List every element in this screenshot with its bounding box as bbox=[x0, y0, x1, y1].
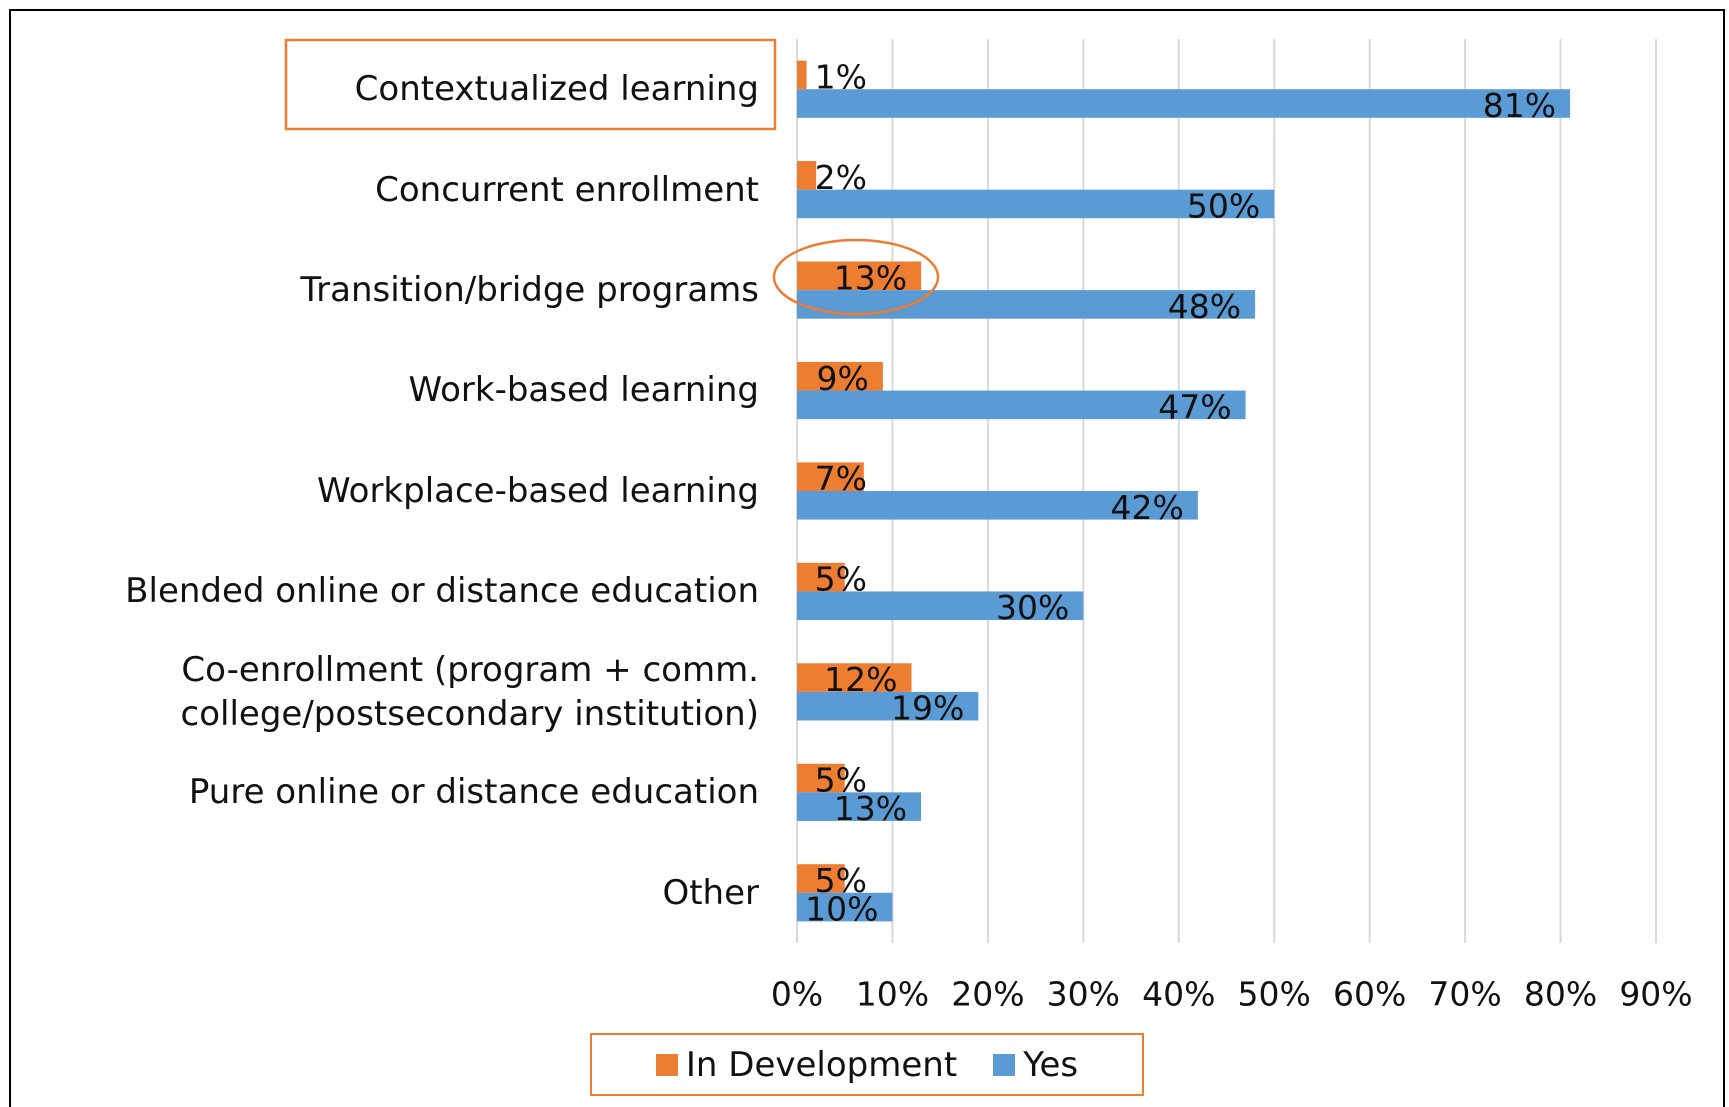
data-label: 81% bbox=[1483, 86, 1556, 125]
data-label: 50% bbox=[1187, 186, 1260, 225]
data-label: 47% bbox=[1158, 387, 1231, 426]
data-label: 13% bbox=[834, 789, 907, 828]
x-tick-label: 30% bbox=[1047, 975, 1120, 1014]
bar bbox=[797, 864, 845, 893]
data-label: 48% bbox=[1168, 287, 1241, 326]
category-label: Workplace-based learning bbox=[317, 470, 759, 511]
category-label: Concurrent enrollment bbox=[375, 169, 759, 210]
x-tick-label: 40% bbox=[1142, 975, 1215, 1014]
category-label: Contextualized learning bbox=[354, 69, 759, 110]
x-tick-label: 70% bbox=[1428, 975, 1501, 1014]
data-label: 42% bbox=[1111, 488, 1184, 527]
x-tick-label: 20% bbox=[951, 975, 1024, 1014]
bar bbox=[797, 892, 893, 922]
bar bbox=[797, 591, 1084, 621]
legend-item: In Development bbox=[655, 1044, 958, 1085]
bar bbox=[797, 562, 845, 592]
bar bbox=[797, 261, 922, 291]
bar bbox=[797, 361, 883, 391]
bar bbox=[797, 390, 1246, 420]
category-label: Blended online or distance education bbox=[125, 571, 759, 612]
frame bbox=[9, 9, 1725, 1107]
data-label: 30% bbox=[996, 588, 1069, 627]
bar bbox=[797, 161, 817, 190]
data-label: 19% bbox=[891, 689, 964, 728]
x-tick-label: 50% bbox=[1238, 975, 1311, 1014]
legend-swatch bbox=[655, 1053, 678, 1076]
legend: In Development Yes bbox=[590, 1033, 1144, 1096]
category-label: Other bbox=[662, 872, 759, 913]
bar bbox=[797, 763, 845, 793]
highlight-ellipse bbox=[772, 238, 940, 316]
category-label: Work-based learning bbox=[408, 370, 759, 411]
category-label: Pure online or distance education bbox=[188, 772, 759, 813]
category-label: Co-enrollment (program + comm. college/p… bbox=[180, 649, 759, 734]
bar bbox=[797, 89, 1571, 118]
bar bbox=[797, 792, 922, 821]
bar bbox=[797, 663, 912, 692]
legend-label: In Development bbox=[685, 1044, 958, 1085]
legend-label: Yes bbox=[1023, 1044, 1079, 1085]
bar bbox=[797, 189, 1275, 219]
legend-item: Yes bbox=[993, 1045, 1078, 1085]
x-tick-label: 90% bbox=[1619, 975, 1692, 1014]
bar bbox=[797, 491, 1198, 520]
x-tick-label: 80% bbox=[1524, 975, 1597, 1014]
highlight-box bbox=[284, 38, 777, 131]
bar bbox=[797, 691, 979, 721]
legend-swatch bbox=[993, 1053, 1016, 1076]
x-tick-label: 0% bbox=[771, 975, 823, 1014]
bar bbox=[797, 60, 807, 90]
data-label: 10% bbox=[805, 890, 878, 929]
bar bbox=[797, 462, 864, 491]
x-tick-label: 60% bbox=[1333, 975, 1406, 1014]
x-tick-label: 10% bbox=[856, 975, 929, 1014]
category-label: Transition/bridge programs bbox=[300, 270, 759, 310]
